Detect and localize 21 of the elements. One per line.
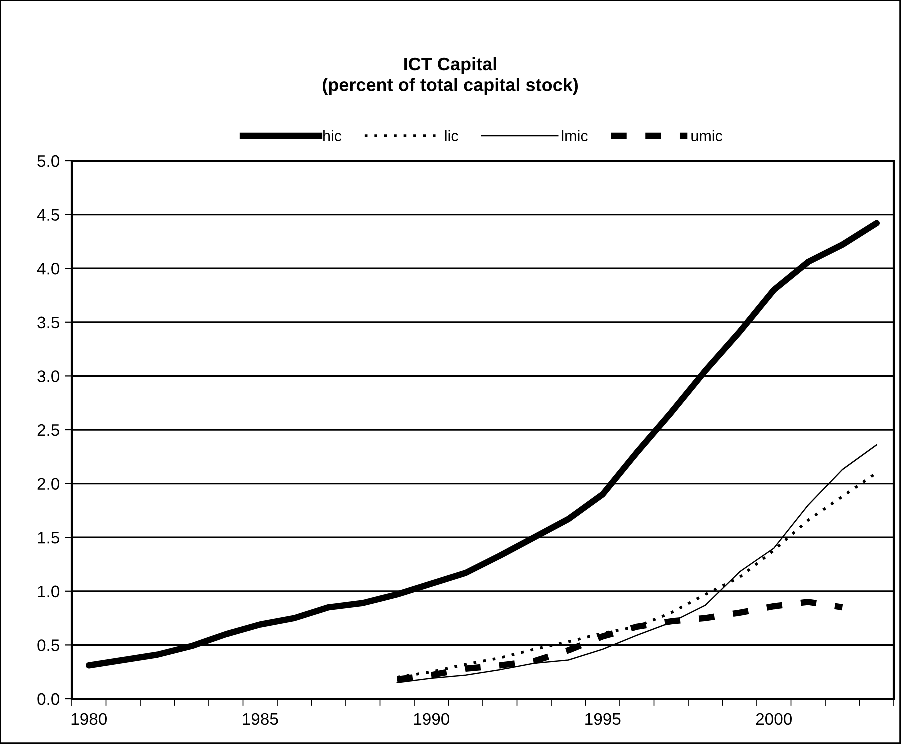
x-tick-label: 1980 (72, 713, 108, 726)
y-tick-label: 5.0 (38, 155, 60, 168)
y-tick-label: 0.5 (38, 640, 60, 652)
legend-label: hic (324, 130, 342, 142)
y-tick-label: 0.0 (38, 693, 60, 706)
y-tick-label: 1.5 (38, 532, 60, 544)
y-tick-label: 3.0 (38, 370, 60, 382)
y-tick-label: 4.0 (37, 263, 60, 275)
x-tick-label: 1990 (414, 713, 450, 726)
x-tick-label: 1985 (243, 713, 278, 726)
y-tick-label: 4.5 (37, 209, 60, 222)
y-tick-label: 3.5 (38, 316, 60, 329)
x-tick-label: 2000 (756, 713, 792, 726)
legend-label: umic (692, 130, 723, 142)
legend-label: lmic (562, 130, 588, 142)
legend-label: lic (445, 130, 458, 142)
x-tick-label: 1995 (586, 713, 621, 726)
y-tick-label: 1.0 (38, 586, 60, 598)
chart-title: ICT Capital (percent of total capital stock) (322, 57, 578, 95)
y-tick-label: 2.5 (38, 424, 60, 436)
y-tick-label: 2.0 (38, 478, 60, 490)
